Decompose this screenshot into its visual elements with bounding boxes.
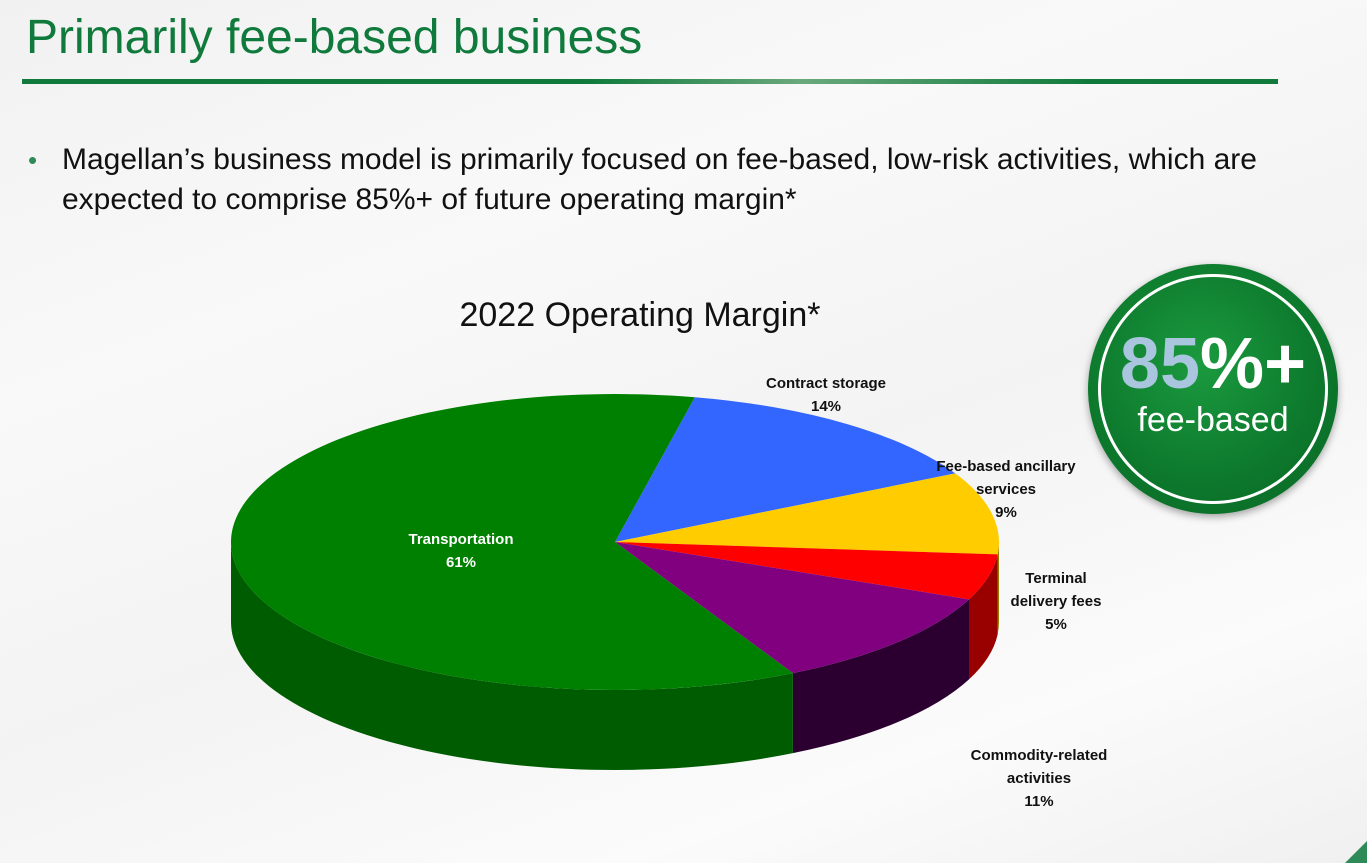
pie-label-0: Contract storage 14% — [766, 375, 886, 415]
pie-slice-1 — [615, 473, 1000, 555]
pie-side-3 — [792, 599, 969, 754]
badge-suffix: %+ — [1200, 324, 1307, 404]
pie-slice-4 — [231, 394, 793, 690]
bullet-dot-icon: • — [28, 145, 38, 175]
chart-title: 2022 Operating Margin* — [459, 296, 821, 334]
pie-label-2: Terminal delivery fees 5% — [1011, 570, 1102, 633]
corner-accent — [1345, 841, 1367, 863]
badge-ring — [1098, 274, 1328, 504]
pie-side-1 — [997, 542, 999, 635]
pie-side-4 — [231, 542, 793, 770]
title-underline — [22, 79, 1278, 84]
bullet-text: Magellan’s business model is primarily f… — [62, 143, 1257, 216]
badge-caption: fee-based — [1137, 401, 1289, 439]
badge-number: 85 — [1119, 324, 1200, 404]
pie-top-faces — [231, 394, 1000, 690]
pie-labels: Contract storage 14% Fee-based ancillary se… — [408, 375, 1107, 810]
pie-side-2 — [968, 554, 998, 680]
fee-based-badge: 85%+ fee-based — [1088, 264, 1338, 514]
badge-percentage: 85%+ — [1088, 324, 1338, 404]
pie-side-walls — [231, 542, 999, 770]
pie-slice-0 — [615, 397, 956, 542]
pie-slice-2 — [615, 542, 998, 600]
slide-title: Primarily fee-based business — [26, 11, 643, 64]
pie-label-1: Fee-based ancillary services 9% — [936, 458, 1076, 521]
pie-slice-3 — [615, 542, 969, 674]
pie-label-3: Commodity-related activities 11% — [971, 747, 1108, 810]
pie-label-4: Transportation 61% — [408, 531, 513, 571]
